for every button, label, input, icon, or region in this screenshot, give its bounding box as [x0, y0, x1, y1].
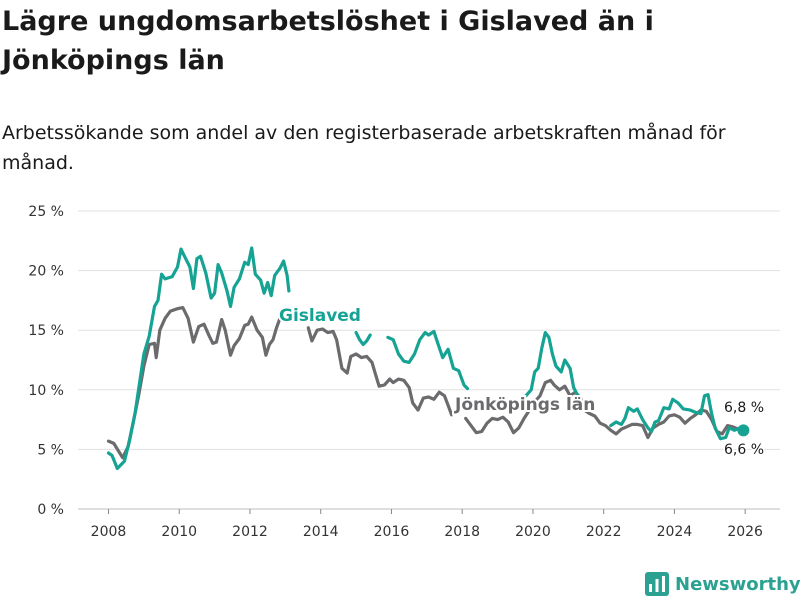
- series-label-gislaved: Gislaved: [279, 306, 361, 326]
- brand-logo: Newsworthy: [645, 569, 800, 599]
- x-tick-label: 2026: [727, 524, 763, 540]
- series-line-jonkoping: [306, 326, 459, 417]
- y-tick-label: 25 %: [28, 204, 64, 220]
- series-line-gislaved: [386, 329, 470, 391]
- series-line-gislaved: [354, 331, 372, 347]
- x-axis-ticks: 2008 2010 2012 2014 2016 2018 2020 2022 2024 2026: [91, 509, 763, 540]
- x-tick-label: 2022: [586, 524, 622, 540]
- x-tick-label: 2016: [374, 524, 410, 540]
- x-tick-label: 2014: [303, 524, 339, 540]
- series-line-jonkoping: [106, 306, 282, 460]
- x-tick-label: 2024: [657, 524, 693, 540]
- series-line-gislaved: [106, 246, 291, 471]
- bar-chart-logo-icon: [645, 572, 669, 596]
- series-line-gislaved: [524, 331, 579, 398]
- y-tick-label: 5 %: [37, 442, 64, 458]
- y-tick-label: 15 %: [28, 323, 64, 339]
- x-tick-label: 2018: [444, 524, 480, 540]
- end-value-gislaved: 6,6 %: [724, 442, 764, 458]
- series-labels: Gislaved Jönköpings län 6,8 % 6,6 %: [277, 304, 766, 460]
- y-tick-label: 0 %: [37, 502, 64, 518]
- x-tick-label: 2020: [515, 524, 551, 540]
- chart-subtitle: Arbetssökande som andel av den registerb…: [2, 122, 726, 174]
- x-tick-label: 2010: [161, 524, 197, 540]
- chart-title: Lägre ungdomsarbetslöshet i Gislaved än …: [2, 6, 654, 76]
- y-tick-label: 10 %: [28, 383, 64, 399]
- x-tick-label: 2012: [232, 524, 268, 540]
- series-label-jonkoping: Jönköpings län: [454, 395, 595, 415]
- y-tick-label: 20 %: [28, 264, 64, 280]
- series-line-gislaved: [609, 393, 745, 441]
- end-marker-gislaved: [737, 424, 750, 437]
- end-value-jonkoping: 6,8 %: [724, 400, 764, 416]
- y-axis-ticks: 0 % 5 % 10 % 15 % 20 % 25 %: [28, 204, 64, 518]
- series: [106, 246, 750, 471]
- x-tick-label: 2008: [91, 524, 127, 540]
- brand-name: Newsworthy: [675, 573, 800, 595]
